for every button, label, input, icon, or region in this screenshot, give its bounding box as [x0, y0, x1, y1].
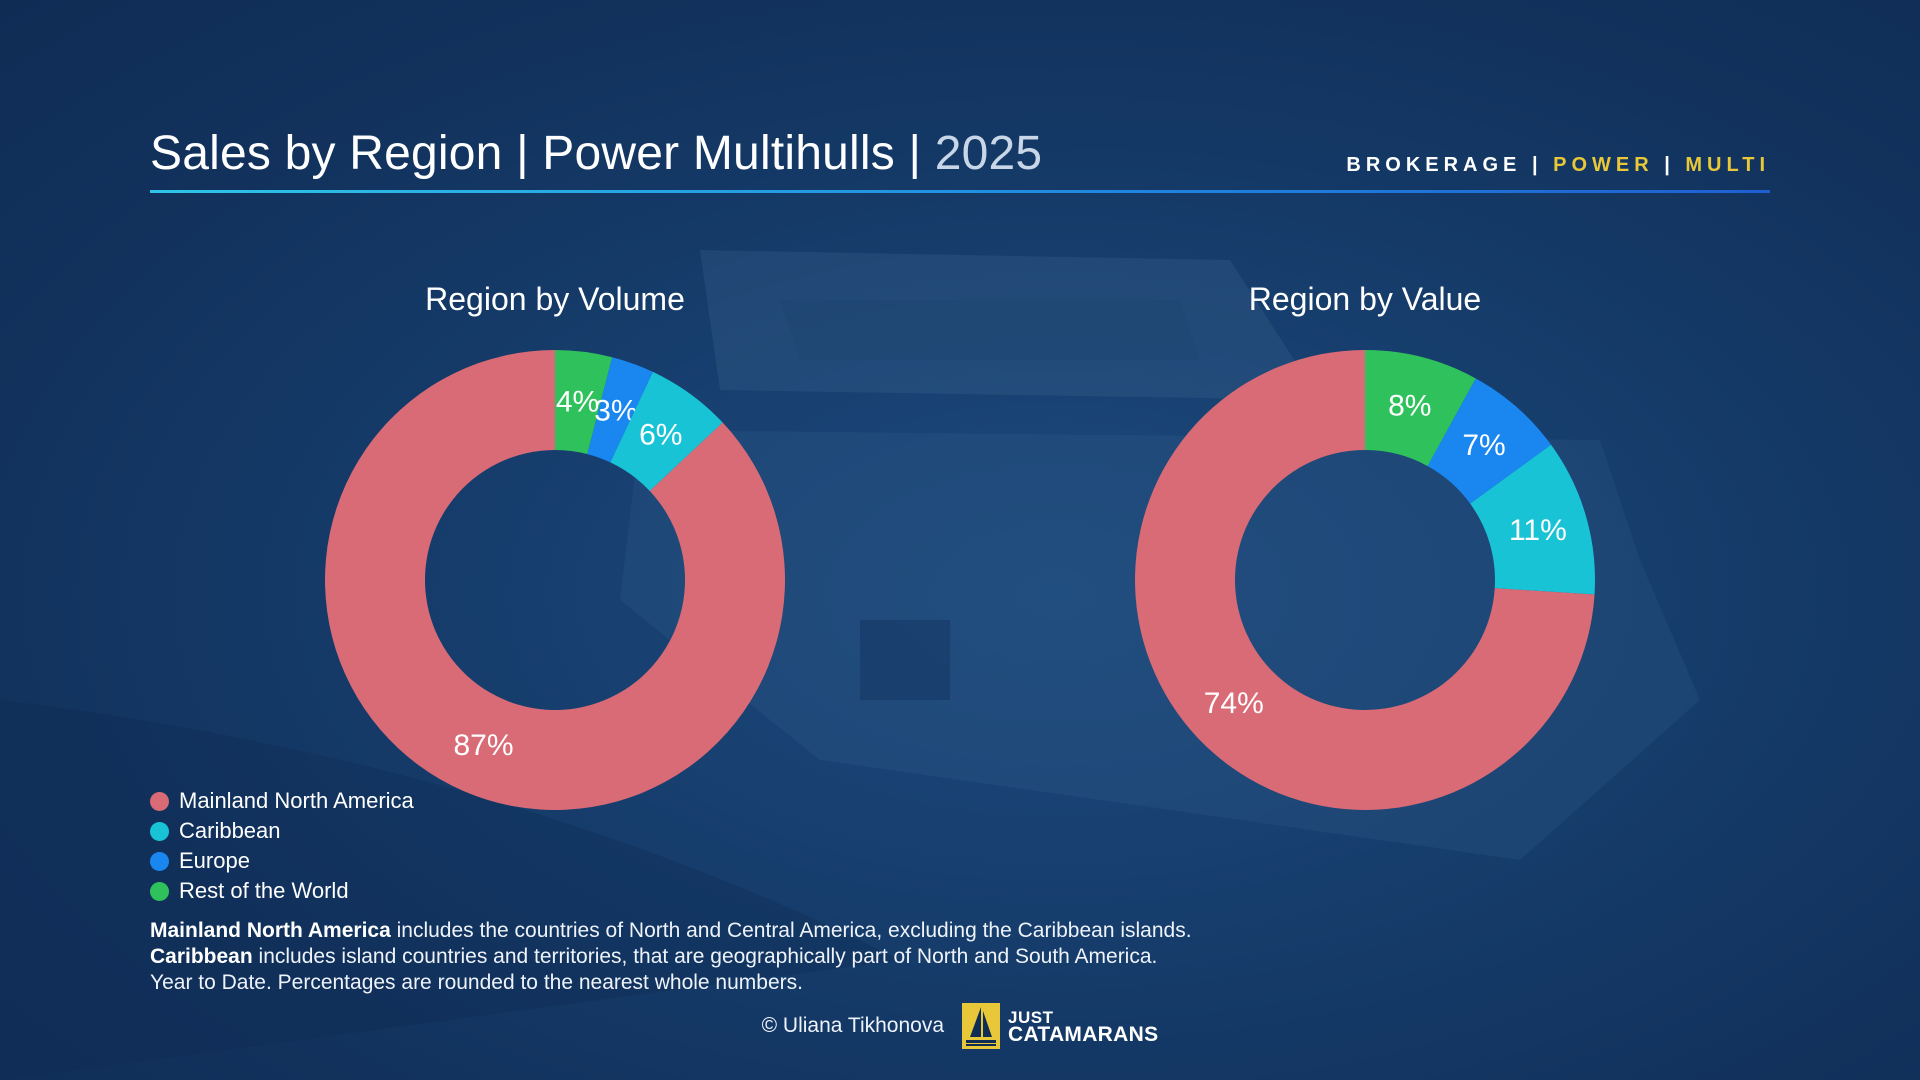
legend-item-caribbean: Caribbean: [150, 816, 414, 846]
brand-multi: MULTI: [1685, 154, 1770, 176]
donut-slice-rest-of-the-world: [555, 350, 613, 455]
logo-line-just: JUST: [1008, 1008, 1054, 1027]
donut-slice-mainland-north-america: [324, 350, 785, 810]
legend-swatch-mainland: [150, 791, 169, 811]
chart-title: Region by Value: [1249, 281, 1481, 317]
title-text: Sales by Region | Power Multihulls |: [150, 127, 935, 180]
catamaran-sail-icon: [962, 1003, 1001, 1049]
logo-wordmark: JUST CATAMARANS: [1008, 1008, 1159, 1046]
footer: © Uliana Tikhonova JUST CATAMARANS: [0, 1002, 1920, 1050]
footnote-mainland-term: Mainland North America: [150, 919, 391, 942]
donut-slice-caribbean: [1470, 444, 1595, 595]
just-catamarans-logo: JUST CATAMARANS: [962, 1003, 1158, 1049]
legend: Mainland North America Caribbean Europe …: [150, 786, 414, 906]
slice-label: 87%: [453, 729, 513, 762]
footnote-mainland-text: includes the countries of North and Cent…: [390, 919, 1192, 942]
slice-label: 8%: [1388, 390, 1431, 423]
slice-label: 11%: [1509, 514, 1567, 547]
legend-swatch-europe: [150, 851, 169, 871]
brand-power: POWER: [1553, 154, 1654, 176]
donut-slice-caribbean: [610, 371, 723, 492]
donut-chart-value: Region by Value 8% 7% 11% 74%: [1135, 281, 1595, 810]
page-title: Sales by Region | Power Multihulls | 202…: [150, 126, 1042, 181]
legend-swatch-rest: [150, 881, 169, 901]
legend-item-mainland: Mainland North America: [150, 786, 414, 816]
brand-separator: |: [1653, 154, 1686, 176]
footnotes: Mainland North America includes the coun…: [150, 918, 1192, 996]
footnote-mainland: Mainland North America includes the coun…: [150, 918, 1192, 944]
legend-label: Europe: [179, 848, 250, 873]
legend-label: Caribbean: [179, 818, 281, 843]
slice-label: 7%: [1462, 429, 1505, 462]
footnote-caribbean-term: Caribbean: [150, 945, 253, 968]
brand-tagline: BROKERAGE | POWER | MULTI: [1346, 154, 1770, 177]
legend-item-europe: Europe: [150, 846, 414, 876]
donut-slice-europe: [1427, 378, 1552, 504]
footnote-ytd: Year to Date. Percentages are rounded to…: [150, 971, 803, 994]
donut-slice-europe: [587, 357, 653, 463]
slice-label: 6%: [639, 418, 682, 451]
footnote-caribbean: Caribbean includes island countries and …: [150, 944, 1192, 970]
logo-line-catamarans: CATAMARANS: [1008, 1023, 1159, 1046]
chart-title: Region by Volume: [425, 281, 685, 317]
legend-swatch-caribbean: [150, 821, 169, 841]
slice-label: 74%: [1204, 687, 1264, 720]
footnote-caribbean-text: includes island countries and territorie…: [252, 945, 1158, 968]
donut-slice-mainland-north-america: [1135, 350, 1595, 810]
legend-label: Rest of the World: [179, 878, 349, 903]
brand-brokerage: BROKERAGE: [1346, 154, 1522, 176]
title-year: 2025: [934, 127, 1043, 180]
slice-label: 4%: [556, 385, 599, 418]
legend-label: Mainland North America: [179, 788, 414, 813]
copyright: © Uliana Tikhonova: [761, 1014, 945, 1037]
legend-item-rest: Rest of the World: [150, 876, 414, 906]
title-underline: [150, 190, 1770, 193]
donut-slice-rest-of-the-world: [1365, 350, 1476, 467]
brand-separator: |: [1521, 154, 1554, 176]
